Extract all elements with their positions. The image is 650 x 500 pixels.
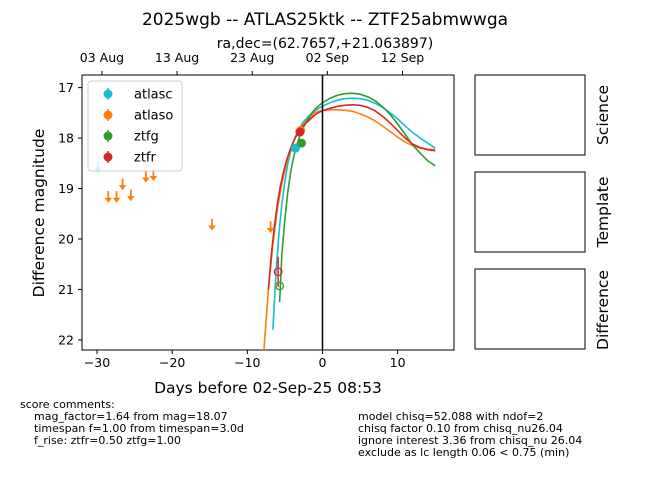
y-axis-label: Difference magnitude (30, 129, 48, 298)
template-panel (474, 171, 586, 253)
difference-label: Difference (594, 270, 612, 350)
legend-marker-ztfr (103, 152, 113, 162)
lightcurve-plot: −30 −20 −10 0 10 17 18 19 20 21 22 03 Aug 13 Aug 23… (30, 50, 455, 397)
model-comment-line: exclude as lc length 0.06 < 0.75 (min) (358, 446, 569, 459)
top-tick-label: 13 Aug (155, 50, 199, 65)
figure-subtitle: ra,dec=(62.7657,+21.063897) (217, 36, 433, 52)
y-tick-label: 17 (58, 80, 74, 95)
x-axis-ticks: −30 −20 −10 0 10 (84, 350, 406, 370)
upper-limit-arrow-atlaso (104, 197, 113, 203)
x-tick-label: −10 (234, 355, 260, 370)
detection-point-ztfr (295, 127, 305, 137)
legend-marker-atlaso (103, 110, 113, 120)
template-label: Template (594, 177, 612, 249)
upper-limit-arrow-atlaso (142, 177, 150, 183)
upper-limit-arrow-atlaso (127, 196, 135, 202)
legend-label-atlaso: atlaso (134, 109, 173, 124)
y-tick-label: 21 (58, 282, 74, 297)
science-panel (474, 74, 586, 156)
data-points (93, 126, 306, 291)
top-tick-label: 03 Aug (80, 50, 124, 65)
plot-frame (81, 74, 455, 351)
top-tick-label: 12 Sep (381, 50, 425, 65)
y-axis-ticks: 17 18 19 20 21 22 (58, 80, 82, 347)
x-axis-label: Days before 02-Sep-25 08:53 (154, 379, 382, 397)
model-curves (263, 92, 436, 350)
upper-limit-arrow-atlaso (118, 185, 127, 191)
legend-label-ztfr: ztfr (134, 151, 156, 166)
legend-frame (87, 80, 183, 172)
score-comments-heading: score comments: (20, 398, 115, 411)
science-label: Science (594, 85, 612, 145)
open-point-ztfr (273, 267, 283, 277)
model-comment-line: chisq factor 0.10 from chisq_nu26.04 (358, 422, 563, 435)
legend-label-ztfg: ztfg (134, 130, 159, 145)
top-date-axis-ticks: 03 Aug 13 Aug 23 Aug 02 Sep 12 Sep (80, 50, 425, 75)
difference-panel (474, 268, 586, 350)
x-tick-label: −20 (159, 355, 185, 370)
model-curve-ztfg (278, 92, 436, 303)
upper-limit-arrow-atlaso (266, 227, 275, 234)
y-tick-label: 22 (58, 332, 74, 347)
x-tick-label: 0 (319, 355, 327, 370)
top-tick-label: 23 Aug (230, 50, 274, 65)
legend-marker-atlasc (103, 89, 113, 99)
upper-limit-arrow-atlaso (208, 225, 216, 231)
legend: atlasc atlaso ztfg ztfr (87, 80, 183, 172)
detection-point-atlasc (290, 143, 300, 153)
model-comment-line: ignore interest 3.36 from chisq_nu 26.04 (358, 434, 582, 447)
model-curve-ztfr (267, 103, 436, 290)
x-tick-label: −30 (84, 355, 110, 370)
model-curve-atlaso (263, 109, 436, 350)
y-tick-label: 19 (58, 181, 74, 196)
legend-label-atlasc: atlasc (134, 88, 173, 103)
score-comment-line: timespan f=1.00 from timespan=3.0d (34, 422, 244, 435)
y-tick-label: 18 (58, 131, 74, 146)
figure-title: 2025wgb -- ATLAS25ktk -- ZTF25abmwwga (142, 10, 508, 30)
score-comments: score comments: mag_factor=1.64 from mag… (20, 398, 244, 447)
model-comment-line: model chisq=52.088 with ndof=2 (358, 410, 543, 423)
upper-limit-arrow-atlaso (112, 197, 121, 203)
upper-limit-arrow-atlaso (149, 176, 158, 182)
score-comment-line: f_rise: ztfr=0.50 ztfg=1.00 (34, 434, 181, 447)
detection-point-ztfg (296, 138, 306, 148)
open-point-ztfg (275, 281, 285, 291)
model-comments: model chisq=52.088 with ndof=2 chisq fac… (358, 410, 582, 459)
x-tick-label: 10 (390, 355, 406, 370)
top-tick-label: 02 Sep (306, 50, 350, 65)
y-tick-label: 20 (58, 231, 74, 246)
score-comment-line: mag_factor=1.64 from mag=18.07 (34, 410, 228, 423)
legend-marker-ztfg (103, 131, 113, 141)
